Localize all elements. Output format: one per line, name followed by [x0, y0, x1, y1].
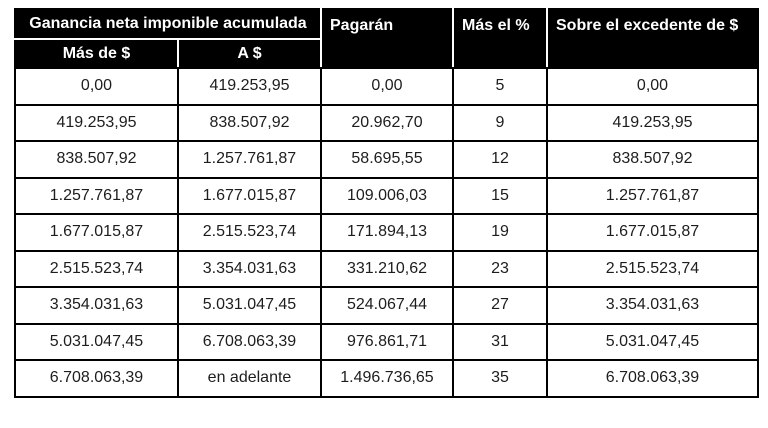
cell-pagaran: 0,00: [320, 67, 454, 106]
cell-a: 1.257.761,87: [177, 140, 322, 179]
header-mas-de: Más de $: [14, 38, 179, 69]
cell-pagaran: 171.894,13: [320, 213, 454, 252]
cell-a: 2.515.523,74: [177, 213, 322, 252]
cell-mas-de: 0,00: [14, 67, 179, 106]
cell-a: en adelante: [177, 359, 322, 398]
cell-pagaran: 976.861,71: [320, 322, 454, 361]
cell-mas-el-pct: 12: [452, 140, 548, 179]
cell-excedente: 0,00: [546, 67, 759, 106]
cell-excedente: 1.677.015,87: [546, 213, 759, 252]
cell-pagaran: 331.210,62: [320, 249, 454, 288]
header-mas-el-pct: Más el %: [452, 8, 548, 69]
cell-mas-de: 838.507,92: [14, 140, 179, 179]
cell-pagaran: 109.006,03: [320, 176, 454, 215]
cell-pagaran: 20.962,70: [320, 103, 454, 142]
table-row: 2.515.523,74 3.354.031,63 331.210,62 23 …: [14, 249, 759, 288]
cell-mas-el-pct: 19: [452, 213, 548, 252]
cell-mas-de: 6.708.063,39: [14, 359, 179, 398]
table-row: 838.507,92 1.257.761,87 58.695,55 12 838…: [14, 140, 759, 179]
cell-mas-de: 1.257.761,87: [14, 176, 179, 215]
cell-mas-de: 2.515.523,74: [14, 249, 179, 288]
cell-excedente: 2.515.523,74: [546, 249, 759, 288]
cell-mas-el-pct: 35: [452, 359, 548, 398]
header-row-1: Ganancia neta imponible acumulada Pagará…: [14, 8, 759, 69]
cell-a: 3.354.031,63: [177, 249, 322, 288]
table-row: 1.677.015,87 2.515.523,74 171.894,13 19 …: [14, 213, 759, 252]
cell-a: 419.253,95: [177, 67, 322, 106]
header-row-2: Más de $ A $: [14, 38, 758, 69]
tax-brackets-table: Ganancia neta imponible acumulada Pagará…: [14, 8, 759, 398]
cell-mas-el-pct: 9: [452, 103, 548, 142]
table-row: 419.253,95 838.507,92 20.962,70 9 419.25…: [14, 103, 759, 142]
page: Ganancia neta imponible acumulada Pagará…: [0, 8, 768, 428]
cell-pagaran: 58.695,55: [320, 140, 454, 179]
cell-mas-el-pct: 31: [452, 322, 548, 361]
cell-excedente: 5.031.047,45: [546, 322, 759, 361]
cell-mas-el-pct: 5: [452, 67, 548, 106]
cell-excedente: 1.257.761,87: [546, 176, 759, 215]
cell-excedente: 419.253,95: [546, 103, 759, 142]
table-header: Ganancia neta imponible acumulada Pagará…: [14, 8, 759, 69]
header-ganancia-group: Ganancia neta imponible acumulada: [14, 8, 322, 40]
cell-mas-el-pct: 27: [452, 286, 548, 325]
cell-excedente: 3.354.031,63: [546, 286, 759, 325]
header-pagaran: Pagarán: [320, 8, 454, 69]
table-row: 3.354.031,63 5.031.047,45 524.067,44 27 …: [14, 286, 759, 325]
cell-mas-de: 3.354.031,63: [14, 286, 179, 325]
cell-mas-de: 5.031.047,45: [14, 322, 179, 361]
header-sobre-excedente: Sobre el excedente de $: [546, 8, 759, 69]
cell-a: 5.031.047,45: [177, 286, 322, 325]
cell-pagaran: 524.067,44: [320, 286, 454, 325]
table-row: 5.031.047,45 6.708.063,39 976.861,71 31 …: [14, 322, 759, 361]
cell-excedente: 838.507,92: [546, 140, 759, 179]
cell-a: 6.708.063,39: [177, 322, 322, 361]
table-row: 1.257.761,87 1.677.015,87 109.006,03 15 …: [14, 176, 759, 215]
cell-a: 838.507,92: [177, 103, 322, 142]
cell-mas-el-pct: 23: [452, 249, 548, 288]
table-row: 6.708.063,39 en adelante 1.496.736,65 35…: [14, 359, 759, 398]
table-body: 0,00 419.253,95 0,00 5 0,00 419.253,95 8…: [14, 67, 759, 398]
cell-excedente: 6.708.063,39: [546, 359, 759, 398]
cell-pagaran: 1.496.736,65: [320, 359, 454, 398]
cell-a: 1.677.015,87: [177, 176, 322, 215]
cell-mas-de: 1.677.015,87: [14, 213, 179, 252]
table-row: 0,00 419.253,95 0,00 5 0,00: [14, 67, 759, 106]
cell-mas-el-pct: 15: [452, 176, 548, 215]
header-a: A $: [177, 38, 322, 69]
cell-mas-de: 419.253,95: [14, 103, 179, 142]
